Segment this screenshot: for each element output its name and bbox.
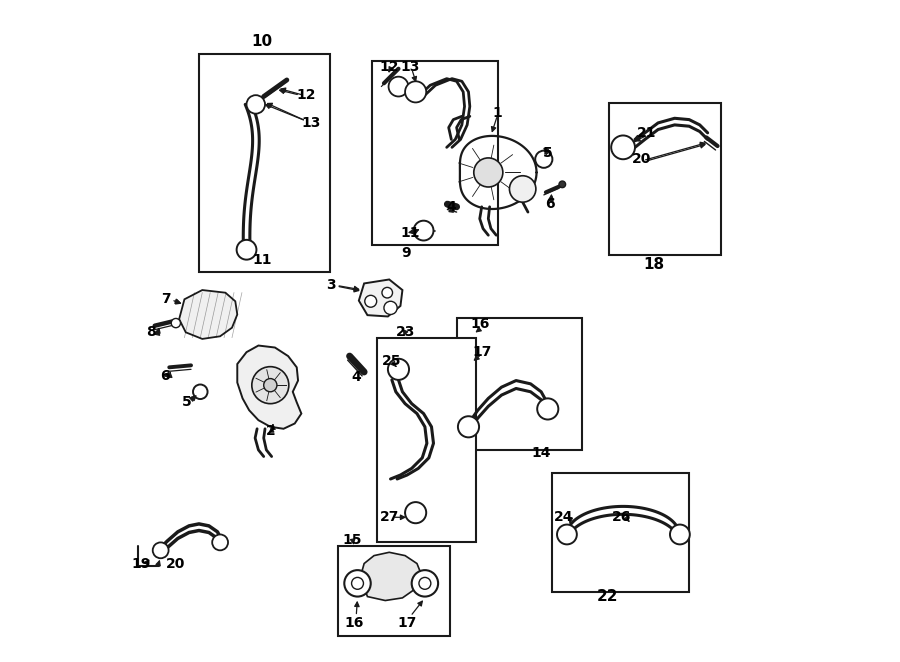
Text: 4: 4 bbox=[446, 200, 456, 214]
Circle shape bbox=[557, 524, 577, 544]
Text: 4: 4 bbox=[351, 370, 361, 384]
Polygon shape bbox=[238, 346, 302, 429]
Bar bbox=[199, 54, 329, 271]
Text: 6: 6 bbox=[160, 369, 169, 383]
Text: 8: 8 bbox=[147, 325, 157, 340]
Circle shape bbox=[670, 524, 689, 544]
Circle shape bbox=[212, 534, 228, 550]
Circle shape bbox=[458, 416, 479, 438]
Text: 5: 5 bbox=[182, 395, 192, 409]
Circle shape bbox=[345, 570, 371, 596]
Circle shape bbox=[419, 577, 431, 589]
Circle shape bbox=[405, 502, 427, 523]
Text: 10: 10 bbox=[251, 34, 273, 49]
Text: 19: 19 bbox=[131, 557, 150, 571]
Text: 21: 21 bbox=[637, 126, 657, 140]
Text: 24: 24 bbox=[554, 510, 573, 524]
Circle shape bbox=[382, 287, 392, 298]
Text: 27: 27 bbox=[380, 510, 399, 524]
Circle shape bbox=[536, 151, 553, 168]
Bar bbox=[553, 473, 689, 592]
Text: 16: 16 bbox=[345, 616, 364, 630]
Circle shape bbox=[559, 181, 565, 187]
Text: 16: 16 bbox=[470, 317, 490, 332]
Text: 3: 3 bbox=[327, 278, 336, 292]
Circle shape bbox=[237, 240, 256, 260]
Polygon shape bbox=[359, 279, 402, 316]
Circle shape bbox=[264, 379, 277, 392]
Circle shape bbox=[364, 295, 377, 307]
Text: 5: 5 bbox=[543, 146, 553, 160]
Text: 17: 17 bbox=[472, 345, 491, 359]
Bar bbox=[377, 338, 476, 542]
Circle shape bbox=[405, 81, 427, 103]
Circle shape bbox=[611, 136, 635, 160]
Circle shape bbox=[414, 220, 434, 240]
Circle shape bbox=[193, 385, 208, 399]
Polygon shape bbox=[179, 290, 238, 339]
Circle shape bbox=[247, 95, 265, 114]
Text: 12: 12 bbox=[296, 87, 316, 101]
Circle shape bbox=[473, 158, 503, 187]
Bar bbox=[456, 318, 582, 450]
Text: 13: 13 bbox=[400, 60, 420, 73]
Circle shape bbox=[153, 542, 168, 558]
Text: 7: 7 bbox=[161, 293, 171, 307]
Polygon shape bbox=[361, 552, 422, 600]
Text: 18: 18 bbox=[643, 258, 664, 273]
Text: 1: 1 bbox=[492, 106, 502, 120]
Text: 20: 20 bbox=[166, 557, 185, 571]
Text: 20: 20 bbox=[632, 152, 652, 166]
Text: 15: 15 bbox=[343, 534, 362, 547]
Text: 17: 17 bbox=[398, 616, 417, 630]
Bar bbox=[608, 103, 721, 255]
Text: 9: 9 bbox=[400, 246, 410, 260]
Text: 25: 25 bbox=[382, 354, 401, 367]
Text: 26: 26 bbox=[612, 510, 632, 524]
Text: 14: 14 bbox=[531, 446, 551, 460]
Text: 6: 6 bbox=[545, 197, 555, 211]
Text: 12: 12 bbox=[380, 60, 399, 73]
Text: 13: 13 bbox=[302, 116, 321, 130]
Bar bbox=[338, 545, 450, 636]
Circle shape bbox=[352, 577, 364, 589]
Text: 11: 11 bbox=[252, 253, 272, 267]
Circle shape bbox=[537, 399, 558, 420]
Circle shape bbox=[509, 175, 536, 202]
Text: 23: 23 bbox=[395, 325, 415, 340]
Bar bbox=[372, 62, 498, 245]
Circle shape bbox=[171, 318, 181, 328]
Text: 11: 11 bbox=[400, 226, 420, 240]
Circle shape bbox=[411, 570, 438, 596]
Text: 22: 22 bbox=[597, 589, 618, 604]
Circle shape bbox=[252, 367, 289, 404]
Circle shape bbox=[389, 77, 409, 97]
Text: 2: 2 bbox=[266, 424, 275, 438]
Circle shape bbox=[388, 359, 409, 380]
Circle shape bbox=[384, 301, 397, 314]
